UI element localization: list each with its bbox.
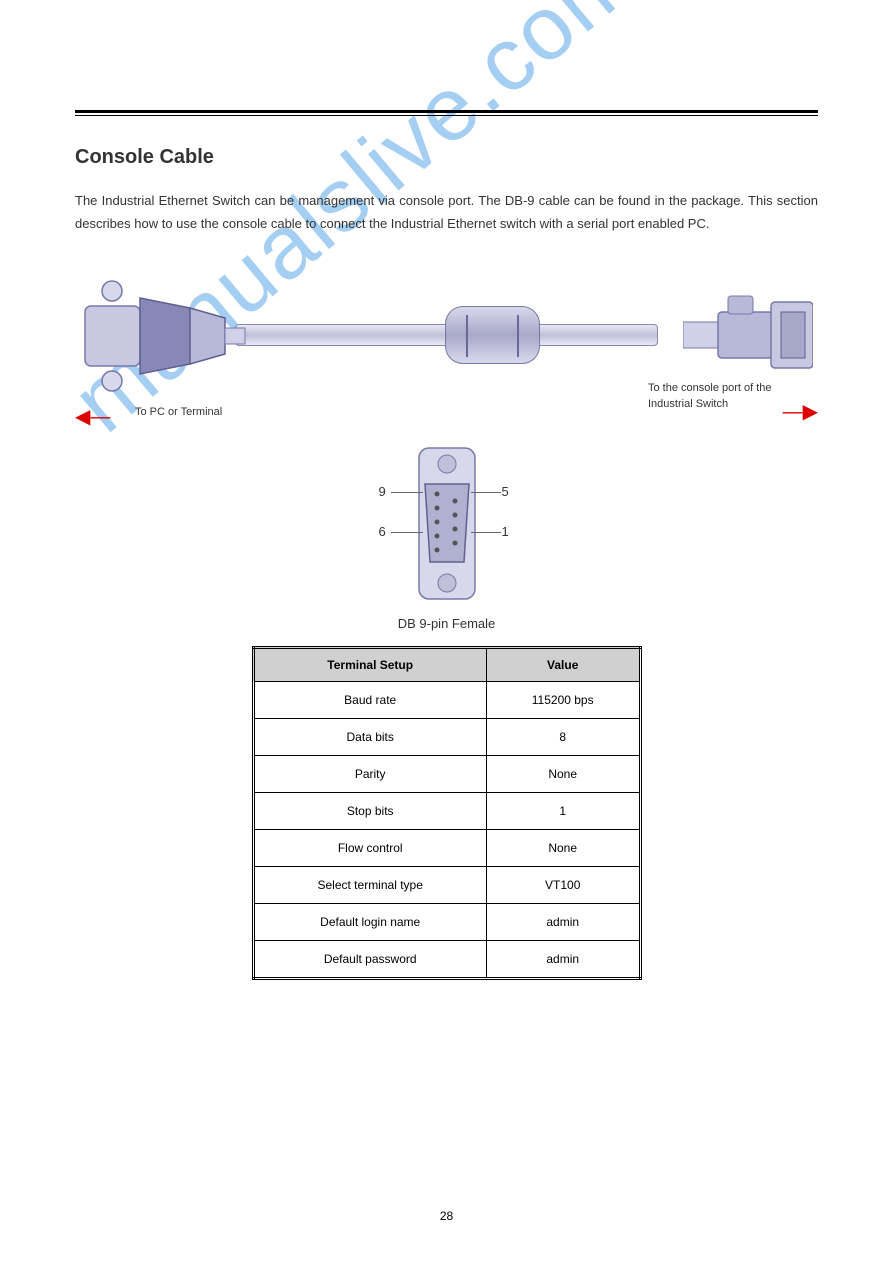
page-container: Console Cable The Industrial Ethernet Sw…: [0, 0, 893, 1020]
pin-label-5: 5: [502, 484, 509, 499]
table-cell: Data bits: [253, 718, 486, 755]
section-title: Console Cable: [75, 146, 818, 169]
table-cell: admin: [486, 940, 640, 978]
table-cell: admin: [486, 903, 640, 940]
spec-table: Terminal Setup Value Baud rate115200 bps…: [252, 646, 642, 980]
table-row: Stop bits1: [253, 792, 640, 829]
header-rule: [75, 110, 818, 116]
table-row: Default login nameadmin: [253, 903, 640, 940]
pin-line: [471, 532, 501, 533]
pin-line: [391, 492, 423, 493]
pin-label-9: 9: [379, 484, 386, 499]
page-number: 28: [0, 1209, 893, 1223]
pin-label-6: 6: [379, 524, 386, 539]
db9-connector-icon: [80, 276, 250, 396]
ferrite-bead-icon: [445, 306, 540, 364]
cable-diagram: ◀— To PC or Terminal —▶ To the console p…: [75, 256, 818, 436]
table-row: Baud rate115200 bps: [253, 681, 640, 718]
db9-caption: DB 9-pin Female: [75, 616, 818, 631]
table-row: Data bits8: [253, 718, 640, 755]
table-header: Value: [486, 647, 640, 681]
section-paragraph: The Industrial Ethernet Switch can be ma…: [75, 189, 818, 236]
table-header-row: Terminal Setup Value: [253, 647, 640, 681]
db9-pinout-diagram: 9 6 5 1: [337, 446, 557, 601]
table-row: ParityNone: [253, 755, 640, 792]
table-cell: Default login name: [253, 903, 486, 940]
table-cell: Parity: [253, 755, 486, 792]
table-cell: Flow control: [253, 829, 486, 866]
arrow-right-icon: —▶: [783, 399, 818, 424]
db9-body-icon: [407, 446, 487, 601]
table-cell: Baud rate: [253, 681, 486, 718]
table-cell: 115200 bps: [486, 681, 640, 718]
table-cell: None: [486, 755, 640, 792]
table-cell: Stop bits: [253, 792, 486, 829]
cable-label-left: To PC or Terminal: [135, 406, 222, 418]
table-header: Terminal Setup: [253, 647, 486, 681]
table-cell: 1: [486, 792, 640, 829]
table-cell: None: [486, 829, 640, 866]
pin-label-1: 1: [502, 524, 509, 539]
rj45-connector-icon: [683, 294, 813, 376]
pin-line: [391, 532, 423, 533]
table-cell: Default password: [253, 940, 486, 978]
table-row: Flow controlNone: [253, 829, 640, 866]
arrow-left-icon: ◀—: [75, 404, 110, 429]
table-cell: Select terminal type: [253, 866, 486, 903]
pin-line: [471, 492, 501, 493]
table-cell: 8: [486, 718, 640, 755]
cable-label-right: To the console port of the Industrial Sw…: [648, 380, 778, 413]
table-cell: VT100: [486, 866, 640, 903]
table-row: Select terminal typeVT100: [253, 866, 640, 903]
table-row: Default passwordadmin: [253, 940, 640, 978]
